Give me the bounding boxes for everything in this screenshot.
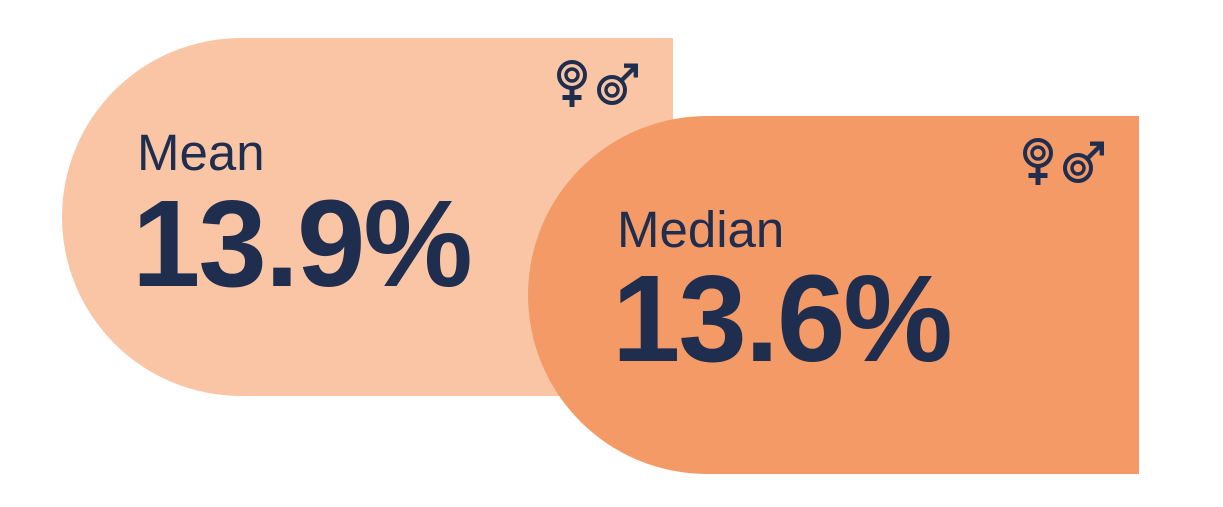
female-symbol-icon (1023, 138, 1053, 185)
gender-icons (557, 60, 640, 107)
male-symbol-icon (1063, 141, 1104, 183)
median-stat-card: Median 13.6% (528, 116, 1139, 474)
stat-value-median: 13.6% (612, 251, 953, 388)
gender-icons (1023, 138, 1106, 185)
stat-label-median: Median (617, 201, 785, 258)
male-symbol-icon (597, 63, 638, 105)
female-symbol-icon (557, 60, 587, 107)
stat-label-mean: Mean (137, 124, 265, 181)
stat-value-mean: 13.9% (132, 176, 473, 313)
